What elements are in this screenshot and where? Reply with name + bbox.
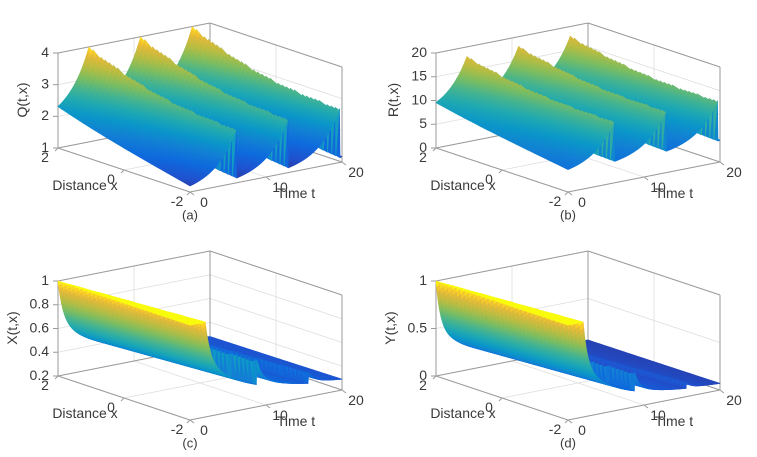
subplot-caption-b: (b) bbox=[560, 207, 576, 223]
t-axis-label-d: Time t bbox=[654, 413, 694, 429]
surface-plot-canvas-a bbox=[0, 0, 378, 228]
surface-plot-canvas-b bbox=[378, 0, 756, 228]
subplot-caption-a: (a) bbox=[182, 207, 198, 223]
subplot-caption-d: (d) bbox=[560, 435, 576, 451]
surface-plot-canvas-c bbox=[0, 228, 378, 456]
x-axis-label-c: Distance x bbox=[52, 405, 118, 421]
z-axis-label-a: Q(t,x) bbox=[14, 82, 30, 118]
subplot-caption-c: (c) bbox=[182, 435, 198, 451]
subplot-d: Y(t,x) Distance x Time t (d) bbox=[378, 228, 757, 457]
subplot-a: Q(t,x) Distance x Time t (a) bbox=[0, 0, 378, 228]
t-axis-label-b: Time t bbox=[654, 185, 694, 201]
x-axis-label-b: Distance x bbox=[430, 177, 496, 193]
z-axis-label-b: R(t,x) bbox=[385, 82, 401, 118]
x-axis-label-a: Distance x bbox=[52, 177, 118, 193]
t-axis-label-c: Time t bbox=[276, 413, 316, 429]
t-axis-label-a: Time t bbox=[276, 185, 316, 201]
x-axis-label-d: Distance x bbox=[430, 405, 496, 421]
subplot-b: R(t,x) Distance x Time t (b) bbox=[378, 0, 757, 228]
subplot-c: X(t,x) Distance x Time t (c) bbox=[0, 228, 378, 457]
z-axis-label-d: Y(t,x) bbox=[382, 311, 398, 345]
surface-plot-canvas-d bbox=[378, 228, 756, 456]
z-axis-label-c: X(t,x) bbox=[4, 311, 20, 345]
